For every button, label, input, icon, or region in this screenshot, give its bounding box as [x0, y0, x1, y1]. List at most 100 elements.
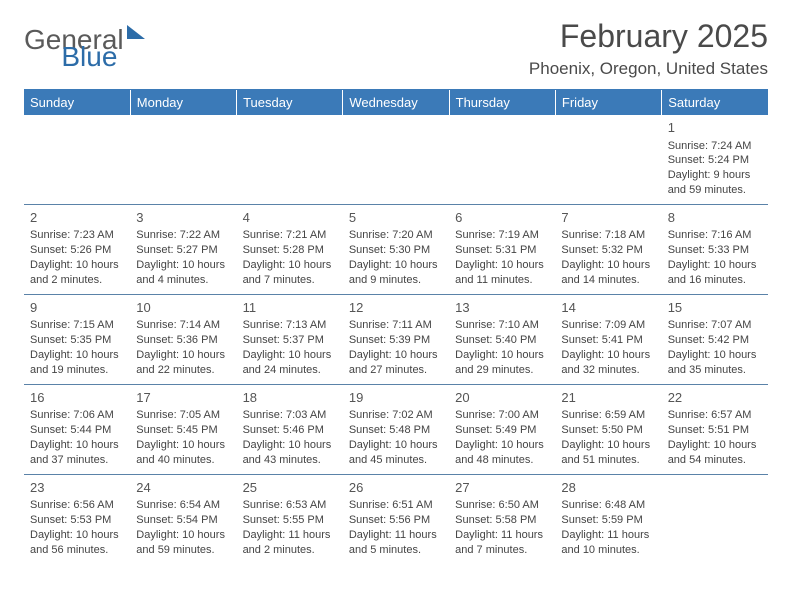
daylight-text: Daylight: 10 hours and 9 minutes. — [349, 258, 443, 288]
day-info: Sunrise: 7:21 AMSunset: 5:28 PMDaylight:… — [243, 228, 337, 287]
day-number: 27 — [455, 479, 549, 497]
day-number: 7 — [561, 209, 655, 227]
calendar-row: 23Sunrise: 6:56 AMSunset: 5:53 PMDayligh… — [24, 474, 768, 563]
day-info: Sunrise: 7:00 AMSunset: 5:49 PMDaylight:… — [455, 408, 549, 467]
sunrise-text: Sunrise: 7:22 AM — [136, 228, 230, 243]
day-number: 6 — [455, 209, 549, 227]
brand-line2: GeBlue — [24, 41, 768, 73]
calendar-cell: 23Sunrise: 6:56 AMSunset: 5:53 PMDayligh… — [24, 474, 130, 563]
daylight-text: Daylight: 10 hours and 43 minutes. — [243, 438, 337, 468]
sunrise-text: Sunrise: 7:05 AM — [136, 408, 230, 423]
daylight-text: Daylight: 10 hours and 51 minutes. — [561, 438, 655, 468]
calendar-cell: 14Sunrise: 7:09 AMSunset: 5:41 PMDayligh… — [555, 294, 661, 384]
calendar-cell: 24Sunrise: 6:54 AMSunset: 5:54 PMDayligh… — [130, 474, 236, 563]
daylight-text: Daylight: 10 hours and 24 minutes. — [243, 348, 337, 378]
calendar-cell — [237, 115, 343, 204]
calendar-cell: 15Sunrise: 7:07 AMSunset: 5:42 PMDayligh… — [662, 294, 768, 384]
day-info: Sunrise: 7:06 AMSunset: 5:44 PMDaylight:… — [30, 408, 124, 467]
sunset-text: Sunset: 5:40 PM — [455, 333, 549, 348]
sunrise-text: Sunrise: 7:14 AM — [136, 318, 230, 333]
day-number: 16 — [30, 389, 124, 407]
day-info: Sunrise: 7:09 AMSunset: 5:41 PMDaylight:… — [561, 318, 655, 377]
calendar-cell — [555, 115, 661, 204]
sunset-text: Sunset: 5:58 PM — [455, 513, 549, 528]
calendar-cell — [662, 474, 768, 563]
daylight-text: Daylight: 10 hours and 54 minutes. — [668, 438, 762, 468]
sunrise-text: Sunrise: 7:16 AM — [668, 228, 762, 243]
day-number: 11 — [243, 299, 337, 317]
day-number: 28 — [561, 479, 655, 497]
calendar-row: 2Sunrise: 7:23 AMSunset: 5:26 PMDaylight… — [24, 204, 768, 294]
day-number: 13 — [455, 299, 549, 317]
calendar-cell: 12Sunrise: 7:11 AMSunset: 5:39 PMDayligh… — [343, 294, 449, 384]
calendar-cell: 28Sunrise: 6:48 AMSunset: 5:59 PMDayligh… — [555, 474, 661, 563]
calendar-cell: 7Sunrise: 7:18 AMSunset: 5:32 PMDaylight… — [555, 204, 661, 294]
sunrise-text: Sunrise: 7:13 AM — [243, 318, 337, 333]
sunrise-text: Sunrise: 7:19 AM — [455, 228, 549, 243]
sunset-text: Sunset: 5:45 PM — [136, 423, 230, 438]
sunset-text: Sunset: 5:55 PM — [243, 513, 337, 528]
sunrise-text: Sunrise: 6:48 AM — [561, 498, 655, 513]
daylight-text: Daylight: 10 hours and 48 minutes. — [455, 438, 549, 468]
sunrise-text: Sunrise: 6:57 AM — [668, 408, 762, 423]
day-info: Sunrise: 6:56 AMSunset: 5:53 PMDaylight:… — [30, 498, 124, 557]
calendar-cell: 13Sunrise: 7:10 AMSunset: 5:40 PMDayligh… — [449, 294, 555, 384]
day-info: Sunrise: 6:59 AMSunset: 5:50 PMDaylight:… — [561, 408, 655, 467]
sunset-text: Sunset: 5:59 PM — [561, 513, 655, 528]
weekday-header: Friday — [555, 90, 661, 115]
daylight-text: Daylight: 11 hours and 2 minutes. — [243, 528, 337, 558]
calendar-row: 9Sunrise: 7:15 AMSunset: 5:35 PMDaylight… — [24, 294, 768, 384]
day-number: 3 — [136, 209, 230, 227]
calendar-cell: 26Sunrise: 6:51 AMSunset: 5:56 PMDayligh… — [343, 474, 449, 563]
calendar-cell: 22Sunrise: 6:57 AMSunset: 5:51 PMDayligh… — [662, 384, 768, 474]
calendar-cell: 18Sunrise: 7:03 AMSunset: 5:46 PMDayligh… — [237, 384, 343, 474]
day-info: Sunrise: 7:10 AMSunset: 5:40 PMDaylight:… — [455, 318, 549, 377]
sunset-text: Sunset: 5:54 PM — [136, 513, 230, 528]
calendar-cell — [449, 115, 555, 204]
calendar-cell: 10Sunrise: 7:14 AMSunset: 5:36 PMDayligh… — [130, 294, 236, 384]
sunset-text: Sunset: 5:36 PM — [136, 333, 230, 348]
daylight-text: Daylight: 10 hours and 14 minutes. — [561, 258, 655, 288]
day-info: Sunrise: 7:22 AMSunset: 5:27 PMDaylight:… — [136, 228, 230, 287]
daylight-text: Daylight: 10 hours and 16 minutes. — [668, 258, 762, 288]
sunrise-text: Sunrise: 7:11 AM — [349, 318, 443, 333]
sunrise-text: Sunrise: 7:10 AM — [455, 318, 549, 333]
sunset-text: Sunset: 5:49 PM — [455, 423, 549, 438]
day-number: 10 — [136, 299, 230, 317]
day-number: 26 — [349, 479, 443, 497]
sunrise-text: Sunrise: 7:09 AM — [561, 318, 655, 333]
sunset-text: Sunset: 5:39 PM — [349, 333, 443, 348]
calendar-cell: 4Sunrise: 7:21 AMSunset: 5:28 PMDaylight… — [237, 204, 343, 294]
sunset-text: Sunset: 5:46 PM — [243, 423, 337, 438]
calendar-row: 1Sunrise: 7:24 AMSunset: 5:24 PMDaylight… — [24, 115, 768, 204]
calendar-cell: 25Sunrise: 6:53 AMSunset: 5:55 PMDayligh… — [237, 474, 343, 563]
day-number: 4 — [243, 209, 337, 227]
calendar-cell: 2Sunrise: 7:23 AMSunset: 5:26 PMDaylight… — [24, 204, 130, 294]
calendar-row: 16Sunrise: 7:06 AMSunset: 5:44 PMDayligh… — [24, 384, 768, 474]
day-info: Sunrise: 7:19 AMSunset: 5:31 PMDaylight:… — [455, 228, 549, 287]
day-info: Sunrise: 7:15 AMSunset: 5:35 PMDaylight:… — [30, 318, 124, 377]
sunrise-text: Sunrise: 7:18 AM — [561, 228, 655, 243]
day-number: 18 — [243, 389, 337, 407]
day-number: 24 — [136, 479, 230, 497]
day-info: Sunrise: 7:18 AMSunset: 5:32 PMDaylight:… — [561, 228, 655, 287]
day-info: Sunrise: 7:16 AMSunset: 5:33 PMDaylight:… — [668, 228, 762, 287]
day-info: Sunrise: 7:20 AMSunset: 5:30 PMDaylight:… — [349, 228, 443, 287]
day-info: Sunrise: 6:53 AMSunset: 5:55 PMDaylight:… — [243, 498, 337, 557]
day-info: Sunrise: 7:11 AMSunset: 5:39 PMDaylight:… — [349, 318, 443, 377]
sunrise-text: Sunrise: 6:50 AM — [455, 498, 549, 513]
calendar-cell — [130, 115, 236, 204]
daylight-text: Daylight: 9 hours and 59 minutes. — [668, 168, 762, 198]
day-number: 5 — [349, 209, 443, 227]
day-info: Sunrise: 6:51 AMSunset: 5:56 PMDaylight:… — [349, 498, 443, 557]
day-info: Sunrise: 7:03 AMSunset: 5:46 PMDaylight:… — [243, 408, 337, 467]
day-number: 9 — [30, 299, 124, 317]
day-number: 23 — [30, 479, 124, 497]
calendar-cell: 27Sunrise: 6:50 AMSunset: 5:58 PMDayligh… — [449, 474, 555, 563]
calendar-cell: 1Sunrise: 7:24 AMSunset: 5:24 PMDaylight… — [662, 115, 768, 204]
daylight-text: Daylight: 10 hours and 35 minutes. — [668, 348, 762, 378]
calendar-head: Sunday Monday Tuesday Wednesday Thursday… — [24, 90, 768, 115]
daylight-text: Daylight: 10 hours and 4 minutes. — [136, 258, 230, 288]
sunset-text: Sunset: 5:44 PM — [30, 423, 124, 438]
day-number: 8 — [668, 209, 762, 227]
